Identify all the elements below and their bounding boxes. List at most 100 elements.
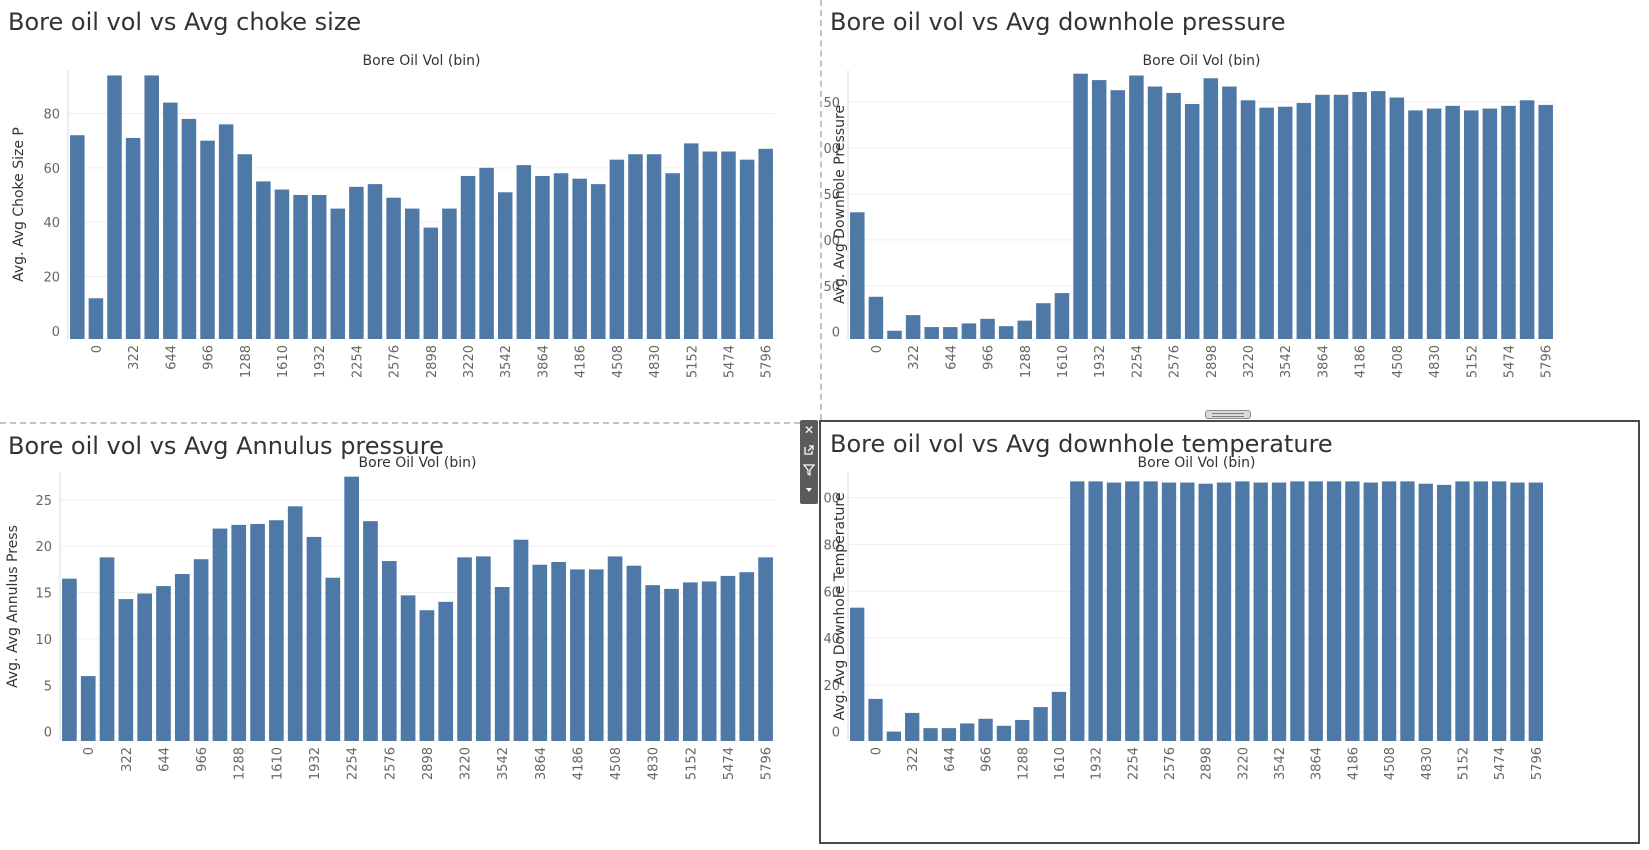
bar[interactable] (721, 151, 736, 339)
bar[interactable] (739, 572, 755, 741)
bar[interactable] (306, 536, 322, 741)
bar[interactable] (1400, 481, 1415, 741)
bar[interactable] (1184, 103, 1200, 339)
bar[interactable] (1106, 482, 1122, 741)
bar[interactable] (980, 318, 995, 339)
bar[interactable] (1345, 481, 1360, 741)
bar[interactable] (181, 118, 197, 339)
bar[interactable] (1473, 481, 1488, 741)
bar[interactable] (1033, 707, 1048, 741)
bar[interactable] (460, 175, 476, 339)
bar[interactable] (1426, 108, 1442, 339)
chart-panel-choke-size[interactable]: Bore oil vol vs Avg choke size 0 20 40 60 80… (0, 0, 820, 420)
bar[interactable] (1277, 106, 1293, 339)
bar[interactable] (1296, 103, 1312, 339)
bar[interactable] (1363, 482, 1378, 741)
bar[interactable] (193, 559, 209, 741)
bar[interactable] (943, 327, 958, 339)
bar[interactable] (1017, 320, 1032, 339)
bar[interactable] (1352, 92, 1367, 339)
bar[interactable] (400, 595, 416, 741)
chevron-down-icon[interactable] (800, 480, 818, 500)
bar[interactable] (269, 520, 284, 741)
bar[interactable] (363, 521, 378, 741)
bar[interactable] (200, 140, 215, 339)
bar[interactable] (163, 102, 178, 339)
bar[interactable] (978, 718, 993, 741)
bar[interactable] (960, 723, 975, 741)
bar[interactable] (1308, 481, 1323, 741)
bar[interactable] (1070, 481, 1085, 741)
bar[interactable] (479, 167, 494, 339)
chart-panel-downhole-pressure[interactable]: Bore oil vol vs Avg downhole pressure 0 5… (822, 0, 1649, 420)
bar[interactable] (1129, 75, 1144, 339)
bar[interactable] (886, 731, 902, 741)
bar[interactable] (1166, 92, 1181, 339)
bar[interactable] (237, 154, 252, 339)
bar[interactable] (1271, 482, 1287, 741)
bar[interactable] (1091, 80, 1107, 339)
bar[interactable] (1051, 691, 1067, 741)
bar[interactable] (590, 184, 606, 339)
bar[interactable] (570, 569, 585, 741)
bar[interactable] (665, 173, 680, 339)
bar[interactable] (941, 728, 957, 741)
bar[interactable] (125, 137, 141, 339)
bar[interactable] (1036, 303, 1051, 339)
bar[interactable] (349, 186, 364, 339)
bar[interactable] (1501, 105, 1516, 339)
resize-handle[interactable] (1205, 410, 1251, 419)
bar[interactable] (256, 181, 271, 339)
bar[interactable] (664, 588, 679, 741)
bar[interactable] (99, 557, 115, 741)
bar[interactable] (532, 564, 548, 741)
bar[interactable] (1203, 78, 1219, 339)
bar[interactable] (367, 184, 383, 339)
bar[interactable] (684, 143, 699, 339)
bar[interactable] (1180, 482, 1195, 741)
bar[interactable] (404, 208, 420, 339)
bar[interactable] (1528, 482, 1543, 741)
bar[interactable] (850, 212, 865, 339)
bar[interactable] (494, 587, 510, 741)
bar[interactable] (212, 528, 228, 741)
bar[interactable] (720, 575, 736, 741)
bar[interactable] (1418, 483, 1433, 741)
bar[interactable] (1510, 482, 1525, 741)
bar[interactable] (682, 582, 698, 741)
bar[interactable] (535, 175, 550, 339)
bar[interactable] (701, 581, 717, 741)
bar[interactable] (80, 676, 96, 741)
bar[interactable] (1161, 482, 1177, 741)
bar[interactable] (457, 557, 472, 741)
bar[interactable] (1235, 481, 1250, 741)
bar[interactable] (1088, 481, 1103, 741)
bar[interactable] (88, 298, 104, 339)
bar[interactable] (1110, 90, 1126, 339)
bar[interactable] (1491, 481, 1507, 741)
bar[interactable] (137, 593, 153, 741)
bar[interactable] (646, 154, 662, 339)
bar[interactable] (1464, 110, 1479, 340)
bar[interactable] (702, 151, 718, 339)
bar[interactable] (1143, 481, 1158, 741)
bar[interactable] (118, 599, 134, 741)
bar[interactable] (174, 574, 190, 741)
bar[interactable] (758, 557, 773, 741)
bar[interactable] (1253, 482, 1268, 741)
bar[interactable] (868, 296, 884, 339)
bar[interactable] (144, 75, 159, 340)
bar[interactable] (438, 601, 454, 741)
bar[interactable] (1389, 97, 1405, 339)
bar[interactable] (1216, 482, 1232, 741)
bar[interactable] (1519, 100, 1535, 339)
bar[interactable] (344, 476, 359, 741)
bar[interactable] (850, 607, 865, 741)
bar[interactable] (628, 154, 643, 339)
bar[interactable] (609, 159, 625, 339)
bar[interactable] (887, 330, 902, 339)
bar[interactable] (1259, 107, 1274, 339)
bar[interactable] (330, 208, 346, 339)
bar[interactable] (442, 208, 457, 339)
bar[interactable] (998, 326, 1014, 339)
